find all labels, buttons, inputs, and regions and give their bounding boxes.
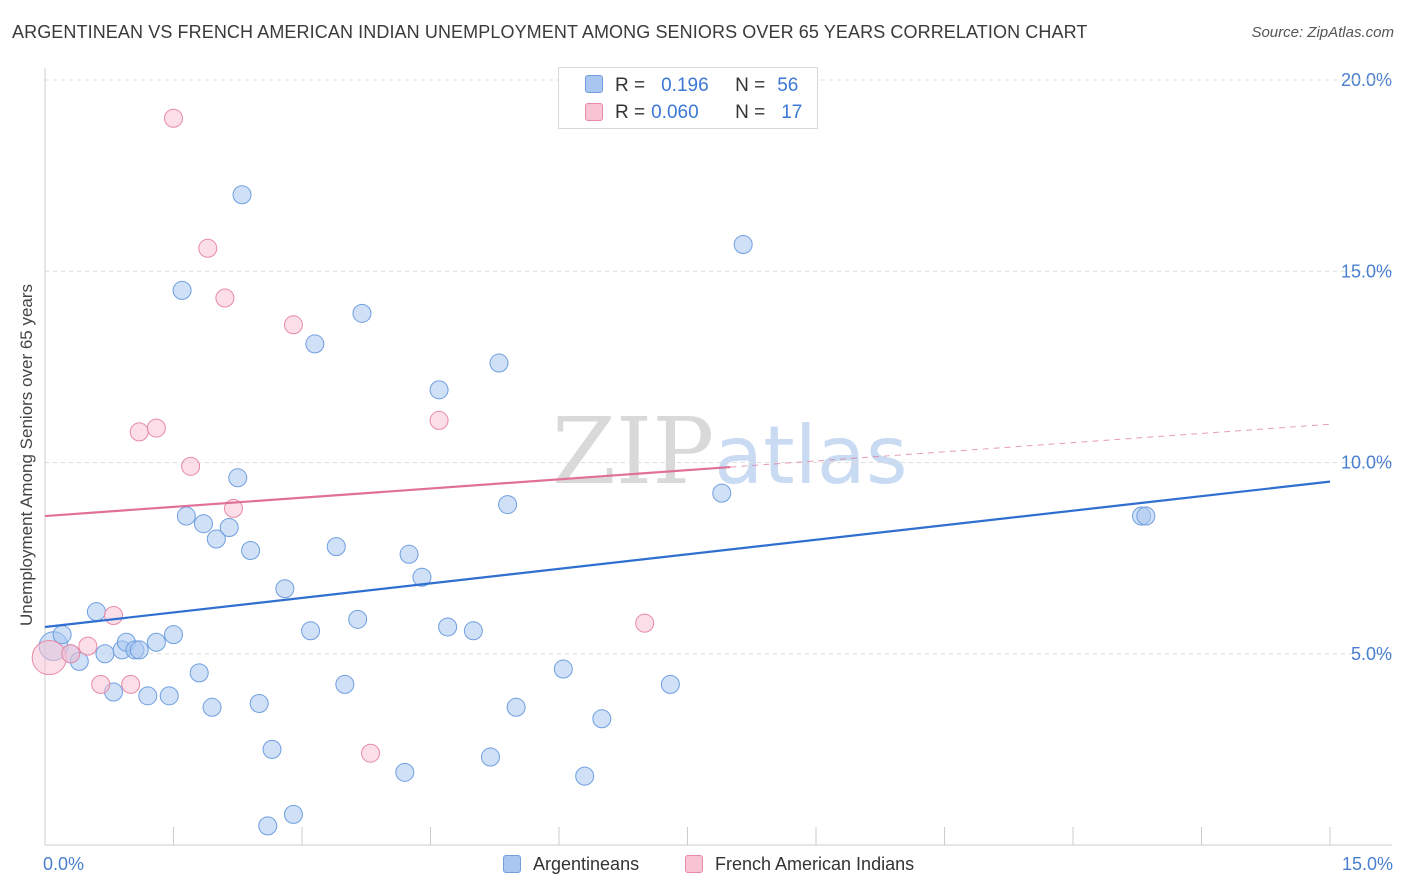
argentinean-point [241, 540, 261, 560]
argentinean-point [249, 693, 269, 713]
french-american-indian-point [181, 456, 201, 476]
argentinean-point [189, 663, 209, 683]
french-american-indian-point [61, 644, 81, 664]
legend-r-label: R = [615, 75, 646, 96]
argentinean-point [138, 686, 158, 706]
french-american-indian-point [104, 606, 124, 625]
french-american-indian-point [91, 674, 111, 694]
argentinean-point [412, 567, 432, 587]
argentinean-point [275, 579, 295, 599]
legend-swatch-argentineans [503, 855, 521, 873]
source-label: Source: ZipAtlas.com [1251, 24, 1394, 41]
argentinean-point [553, 659, 573, 679]
french-american-indian-point [429, 410, 449, 430]
argentinean-point [193, 514, 213, 534]
legend-r-label: R = [615, 102, 646, 123]
argentinean-point [575, 766, 595, 786]
y-tick-label: 5.0% [1351, 644, 1392, 664]
argentinean-point [172, 280, 192, 300]
argentinean-point [159, 686, 179, 706]
argentinean-point [712, 483, 732, 503]
french-american-indian-point [283, 315, 303, 335]
legend-n-label: N = [735, 75, 766, 96]
legend-n-value: 56 [777, 75, 799, 96]
legend-swatch-french-american-indians [685, 855, 703, 873]
argentinean-point [463, 621, 483, 641]
french-american-indian-point [164, 108, 183, 128]
legend-label-argentineans: Argentineans [533, 853, 640, 874]
argentinean-point [305, 334, 325, 354]
watermark-zip: ZIP [552, 398, 715, 505]
argentinean-point [335, 674, 355, 694]
legend-swatch-argentineans [585, 75, 603, 93]
watermark-atlas: atlas [714, 409, 908, 502]
legend-r-value: 0.196 [661, 75, 709, 96]
argentinean-point [262, 739, 282, 759]
french-american-indian-point [361, 743, 381, 763]
argentinean-point [348, 609, 368, 629]
legend-n-value: 17 [781, 102, 803, 123]
french-american-indian-point [198, 238, 218, 258]
argentinean-point [164, 625, 183, 645]
argentinean-point [219, 518, 239, 538]
legend-swatch-french-american-indians [585, 103, 603, 121]
y-tick-label: 15.0% [1341, 261, 1392, 281]
argentinean-point [1136, 506, 1156, 526]
argentinean-trend-line [44, 480, 1331, 629]
argentinean-point [301, 621, 321, 641]
french-american-indian-point [129, 422, 149, 442]
argentinean-point [326, 537, 346, 557]
y-tick-label: 10.0% [1341, 453, 1392, 473]
argentinean-point [258, 816, 278, 836]
argentinean-point [489, 353, 509, 373]
correlation-legend: R = 0.196 N = 56 R = 0.060 N = 17 [558, 67, 818, 129]
legend-label-french-american-indians: French American Indians [715, 853, 915, 874]
argentinean-point [202, 697, 222, 717]
argentinean-point [352, 303, 372, 323]
watermark: ZIPatlas [552, 398, 908, 505]
argentinean-point [86, 602, 106, 622]
argentinean-point [592, 709, 612, 729]
argentinean-point [95, 644, 115, 664]
argentinean-point [228, 468, 248, 488]
argentinean-point [146, 632, 166, 652]
x-tick-label: 0.0% [43, 854, 84, 874]
argentinean-point [498, 495, 518, 515]
legend-item-argentineans: Argentineans [503, 850, 639, 878]
chart-title: ARGENTINEAN VS FRENCH AMERICAN INDIAN UN… [12, 22, 1088, 42]
argentinean-point [176, 506, 196, 526]
argentinean-point [429, 380, 449, 400]
argentinean-point [52, 625, 72, 645]
y-axis-label: Unemployment Among Seniors over 65 years [17, 284, 36, 626]
argentinean-point [660, 674, 680, 694]
french-american-indian-trend-line-extension [730, 423, 1331, 468]
french-american-indian-point [121, 674, 141, 694]
argentinean-point [399, 544, 419, 564]
argentinean-point [206, 529, 226, 549]
argentinean-point [283, 804, 303, 824]
argentinean-point [733, 234, 753, 254]
french-american-indian-point [215, 288, 235, 308]
legend-item-french-american-indians: French American Indians [685, 850, 914, 878]
argentinean-point [129, 640, 149, 660]
french-american-indian-trend-line [44, 465, 731, 518]
argentinean-point [506, 697, 526, 717]
french-american-indian-point [635, 613, 655, 633]
french-american-indian-point [146, 418, 166, 438]
legend-r-value: 0.060 [651, 102, 699, 123]
argentinean-point [438, 617, 458, 637]
french-american-indian-point [31, 639, 67, 676]
french-american-indian-point [78, 636, 98, 656]
argentinean-point [480, 747, 500, 767]
legend-n-label: N = [735, 102, 766, 123]
argentinean-point [232, 185, 252, 205]
argentinean-point [395, 762, 415, 782]
x-tick-label: 15.0% [1342, 854, 1393, 874]
